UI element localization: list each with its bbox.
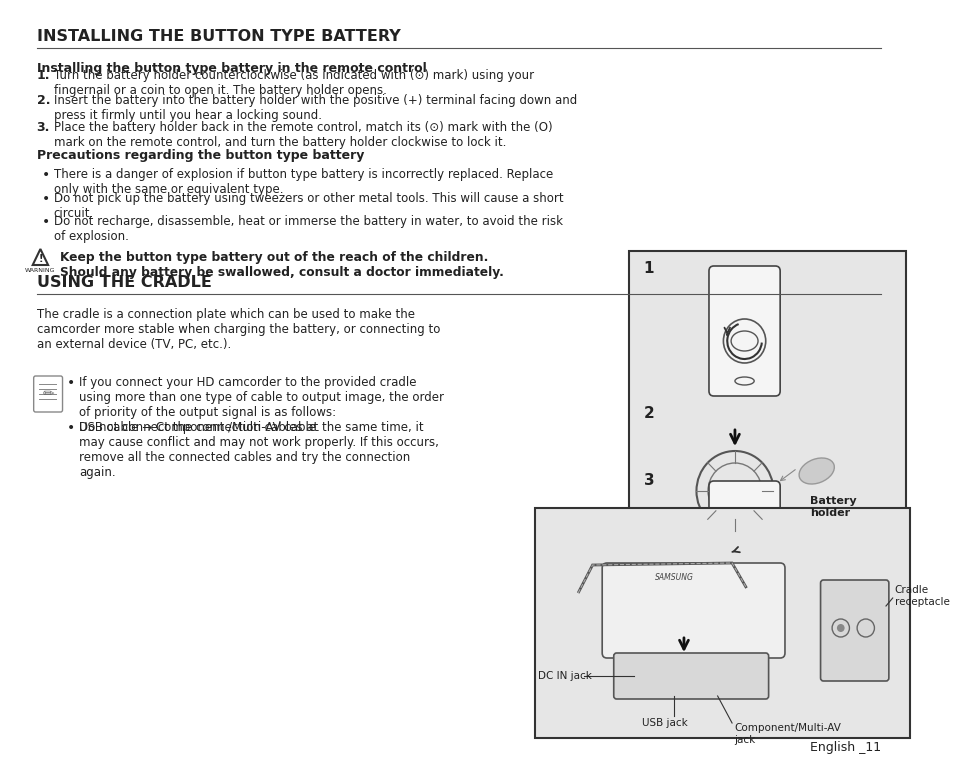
Text: Place the battery holder back in the remote control, match its (⊙) mark with the: Place the battery holder back in the rem… bbox=[53, 121, 552, 149]
Text: 1: 1 bbox=[643, 261, 654, 276]
Text: Installing the button type battery in the remote control: Installing the button type battery in th… bbox=[36, 62, 426, 75]
Text: DC IN jack: DC IN jack bbox=[537, 671, 591, 681]
Text: Battery
holder: Battery holder bbox=[809, 496, 856, 518]
FancyBboxPatch shape bbox=[535, 508, 909, 738]
FancyBboxPatch shape bbox=[601, 563, 784, 658]
Text: Turn the battery holder counterclockwise (as indicated with (⊙) mark) using your: Turn the battery holder counterclockwise… bbox=[53, 69, 534, 97]
Text: Precautions regarding the button type battery: Precautions regarding the button type ba… bbox=[36, 149, 363, 162]
FancyBboxPatch shape bbox=[628, 251, 905, 641]
Text: Insert the battery into the battery holder with the positive (+) terminal facing: Insert the battery into the battery hold… bbox=[53, 94, 577, 122]
Text: •: • bbox=[42, 192, 51, 206]
FancyBboxPatch shape bbox=[613, 653, 768, 699]
Text: •: • bbox=[68, 376, 75, 390]
Text: Component/Multi-AV
jack: Component/Multi-AV jack bbox=[733, 723, 840, 745]
Text: Do not pick up the battery using tweezers or other metal tools. This will cause : Do not pick up the battery using tweezer… bbox=[53, 192, 563, 220]
Ellipse shape bbox=[799, 458, 834, 484]
Text: •: • bbox=[68, 421, 75, 435]
FancyBboxPatch shape bbox=[820, 580, 888, 681]
Text: 3.: 3. bbox=[36, 121, 50, 134]
Text: Do not recharge, disassemble, heat or immerse the battery in water, to avoid the: Do not recharge, disassemble, heat or im… bbox=[53, 215, 562, 243]
Text: USING THE CRADLE: USING THE CRADLE bbox=[36, 275, 212, 290]
Circle shape bbox=[836, 624, 843, 632]
Text: Do not connect the connection cables at the same time, it
may cause conflict and: Do not connect the connection cables at … bbox=[79, 421, 438, 479]
Text: •: • bbox=[42, 168, 51, 182]
Text: There is a danger of explosion if button type battery is incorrectly replaced. R: There is a danger of explosion if button… bbox=[53, 168, 553, 196]
Text: Keep the button type battery out of the reach of the children.
Should any batter: Keep the button type battery out of the … bbox=[60, 251, 503, 279]
FancyBboxPatch shape bbox=[708, 266, 780, 396]
Text: 2.: 2. bbox=[36, 94, 50, 107]
Text: •: • bbox=[42, 215, 51, 229]
Text: If you connect your HD camcorder to the provided cradle
using more than one type: If you connect your HD camcorder to the … bbox=[79, 376, 443, 434]
Text: 1.: 1. bbox=[36, 69, 50, 82]
Text: ✏: ✏ bbox=[42, 387, 54, 401]
FancyBboxPatch shape bbox=[33, 376, 63, 412]
Text: INSTALLING THE BUTTON TYPE BATTERY: INSTALLING THE BUTTON TYPE BATTERY bbox=[36, 29, 400, 44]
Text: English _11: English _11 bbox=[809, 741, 881, 754]
FancyBboxPatch shape bbox=[708, 481, 780, 634]
Text: SAMSUNG: SAMSUNG bbox=[655, 574, 693, 582]
Text: !: ! bbox=[38, 254, 43, 264]
Text: USB jack: USB jack bbox=[641, 718, 687, 728]
Text: Cradle
receptacle: Cradle receptacle bbox=[894, 585, 948, 607]
Text: The cradle is a connection plate which can be used to make the
camcorder more st: The cradle is a connection plate which c… bbox=[36, 308, 439, 351]
Text: 3: 3 bbox=[643, 473, 654, 488]
Text: WARNING: WARNING bbox=[25, 268, 55, 273]
Text: 2: 2 bbox=[643, 406, 654, 421]
